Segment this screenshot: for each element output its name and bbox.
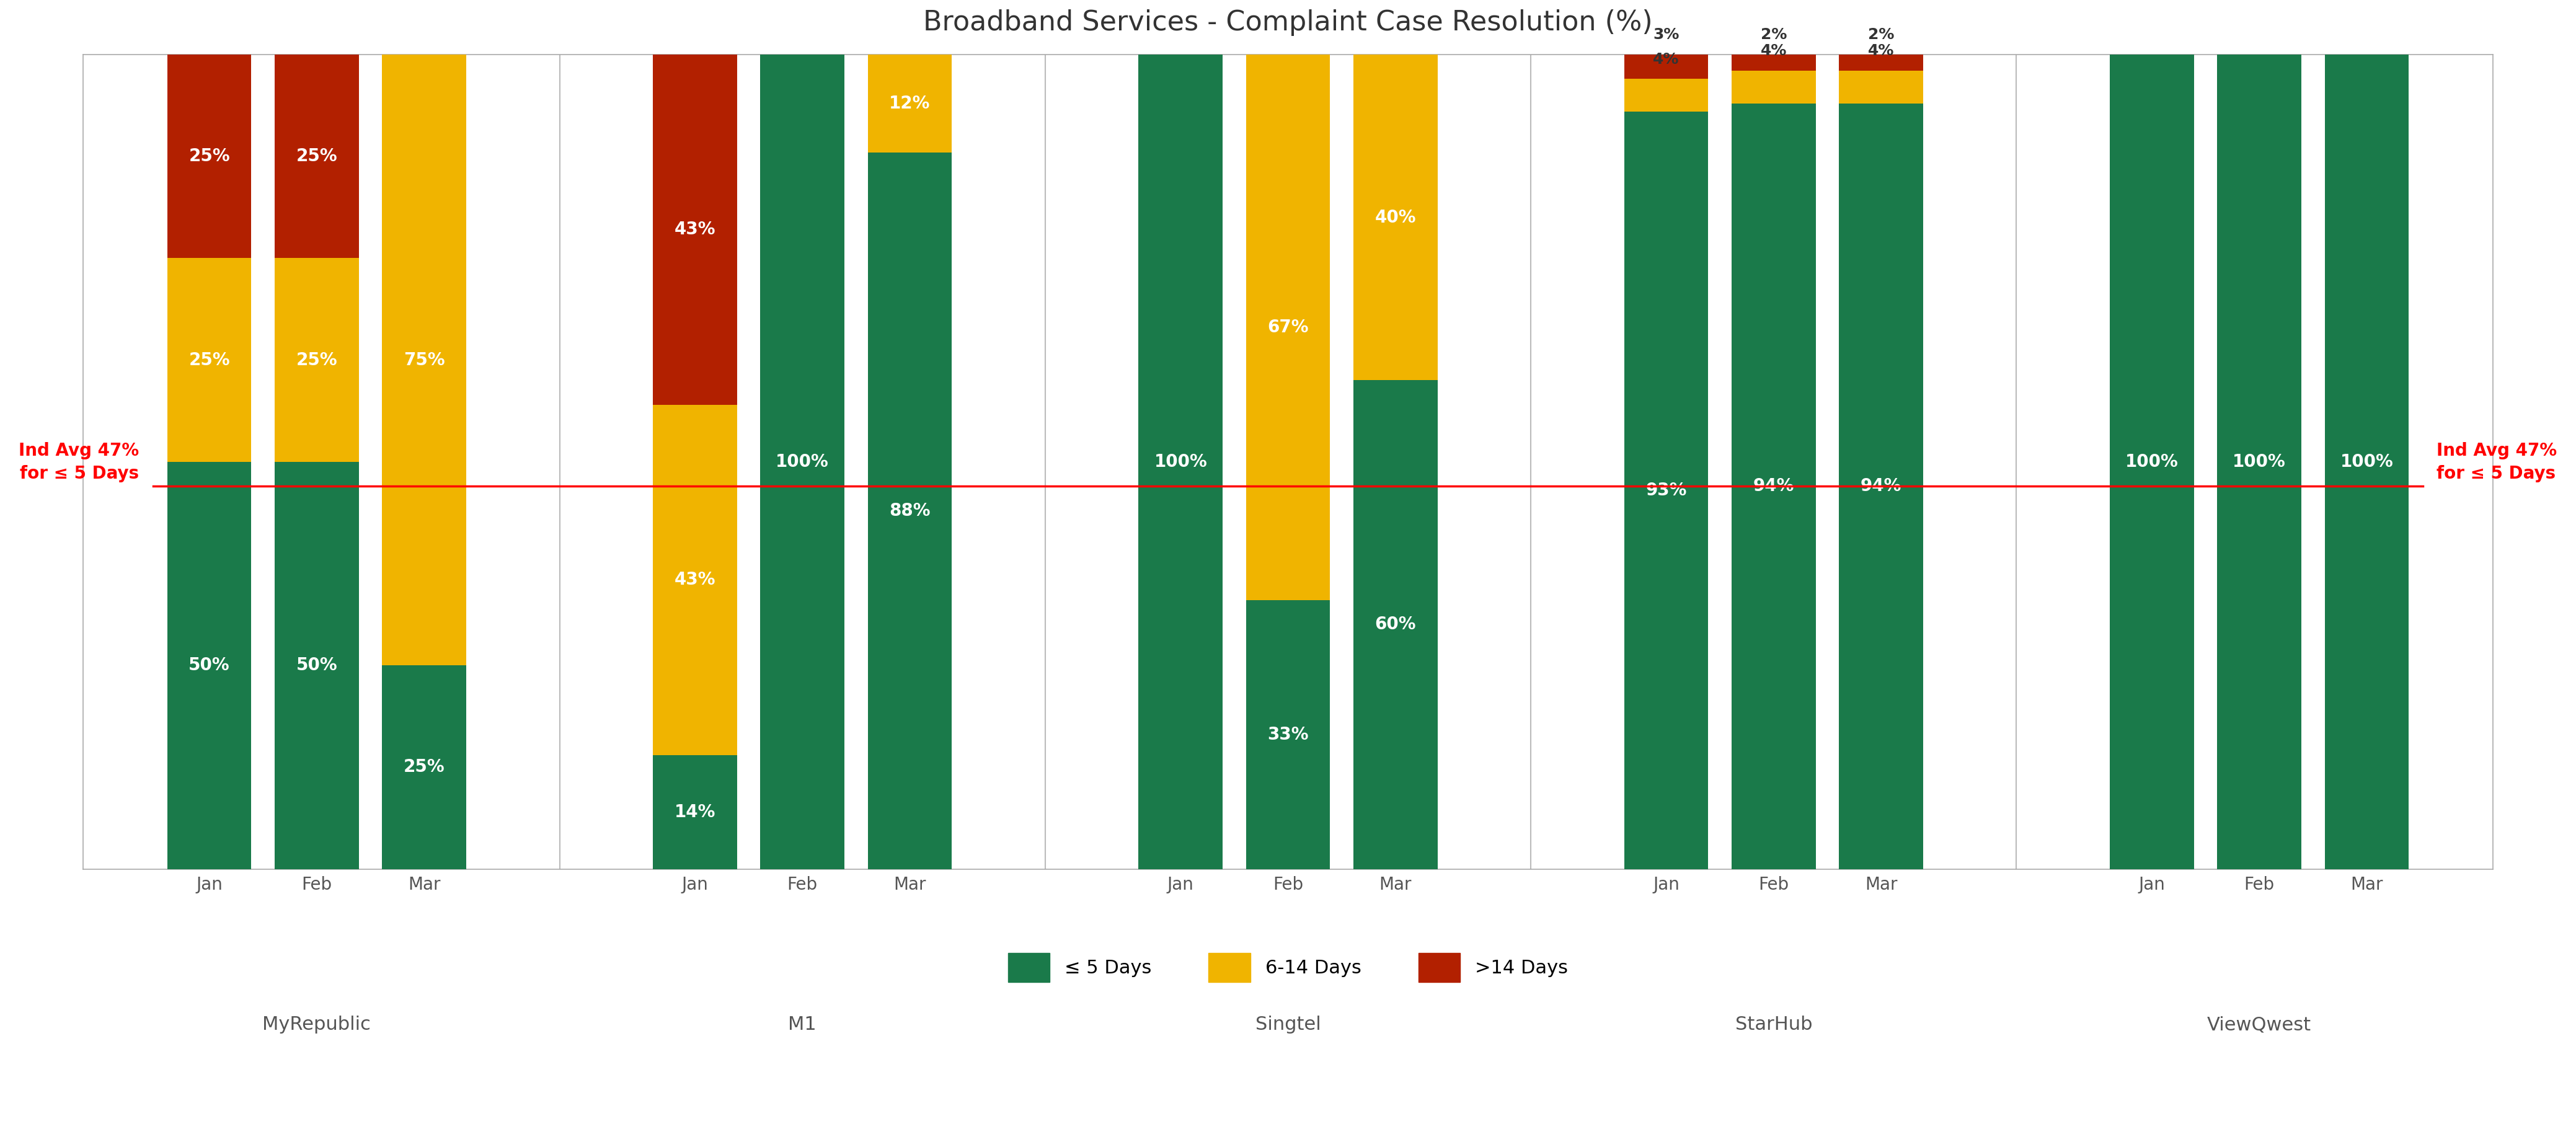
Bar (1731, 103, 1816, 869)
Bar (1247, 600, 1329, 869)
Bar (760, 55, 845, 869)
Text: 40%: 40% (1376, 209, 1417, 226)
Bar (652, 755, 737, 869)
Text: 60%: 60% (1376, 616, 1417, 633)
Bar (1839, 71, 1924, 103)
Bar (167, 55, 252, 258)
Bar (1625, 111, 1708, 869)
Text: 43%: 43% (675, 571, 716, 588)
Text: 4%: 4% (1654, 52, 1680, 67)
Title: Broadband Services - Complaint Case Resolution (%): Broadband Services - Complaint Case Reso… (922, 9, 1654, 36)
Text: 100%: 100% (2339, 453, 2393, 470)
Text: 33%: 33% (1267, 726, 1309, 743)
Bar (1839, 103, 1924, 869)
Bar (167, 462, 252, 869)
Bar (1731, 71, 1816, 103)
Text: Singtel: Singtel (1255, 1015, 1321, 1033)
Text: 50%: 50% (296, 657, 337, 674)
Text: 94%: 94% (1860, 477, 1901, 494)
Bar (652, 405, 737, 755)
Text: 100%: 100% (2233, 453, 2285, 470)
Text: 2%: 2% (1868, 28, 1893, 42)
Text: 100%: 100% (2125, 453, 2179, 470)
Text: 25%: 25% (404, 758, 446, 775)
Text: 43%: 43% (675, 221, 716, 239)
Text: 93%: 93% (1646, 482, 1687, 499)
Bar (1839, 55, 1924, 71)
Bar (276, 258, 358, 462)
Bar (1352, 55, 1437, 381)
Text: 100%: 100% (775, 453, 829, 470)
Text: 25%: 25% (188, 351, 229, 368)
Text: Ind Avg 47%
for ≤ 5 Days: Ind Avg 47% for ≤ 5 Days (2437, 442, 2558, 482)
Text: 75%: 75% (404, 351, 446, 368)
Bar (1139, 55, 1224, 869)
Text: 25%: 25% (188, 148, 229, 165)
Text: 94%: 94% (1754, 477, 1795, 494)
Text: StarHub: StarHub (1736, 1015, 1814, 1033)
Text: MyRepublic: MyRepublic (263, 1015, 371, 1033)
Bar (1625, 79, 1708, 111)
Text: 4%: 4% (1759, 44, 1788, 58)
Bar (276, 462, 358, 869)
Text: 100%: 100% (1154, 453, 1208, 470)
Text: 88%: 88% (889, 502, 930, 520)
Text: 67%: 67% (1267, 319, 1309, 336)
Bar (2218, 55, 2300, 869)
Text: 2%: 2% (1759, 28, 1788, 42)
Legend: ≤ 5 Days, 6-14 Days, >14 Days: ≤ 5 Days, 6-14 Days, >14 Days (999, 945, 1577, 990)
Bar (1625, 55, 1708, 79)
Bar (1247, 55, 1329, 600)
Bar (1731, 55, 1816, 71)
Bar (2110, 55, 2195, 869)
Text: 12%: 12% (889, 95, 930, 112)
Bar (652, 55, 737, 405)
Bar (868, 55, 951, 153)
Bar (2324, 55, 2409, 869)
Bar (381, 55, 466, 665)
Bar (167, 258, 252, 462)
Text: M1: M1 (788, 1015, 817, 1033)
Text: 50%: 50% (188, 657, 229, 674)
Text: 3%: 3% (1654, 28, 1680, 42)
Text: ViewQwest: ViewQwest (2208, 1015, 2311, 1033)
Bar (381, 665, 466, 869)
Text: 25%: 25% (296, 351, 337, 368)
Bar (868, 153, 951, 869)
Bar (276, 55, 358, 258)
Text: 4%: 4% (1868, 44, 1893, 58)
Text: 14%: 14% (675, 803, 716, 820)
Text: 25%: 25% (296, 148, 337, 165)
Bar (1352, 381, 1437, 869)
Text: Ind Avg 47%
for ≤ 5 Days: Ind Avg 47% for ≤ 5 Days (18, 442, 139, 482)
